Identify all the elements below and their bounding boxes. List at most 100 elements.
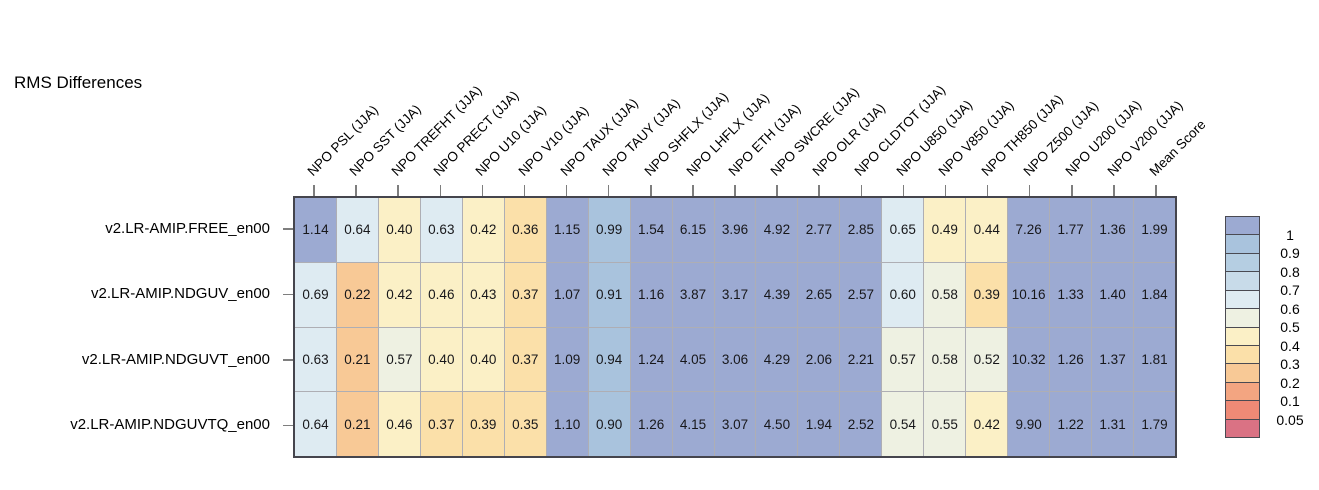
column-tick bbox=[607, 185, 610, 196]
heatmap-cell: 0.37 bbox=[504, 327, 546, 392]
column-tick bbox=[565, 185, 568, 196]
column-tick bbox=[944, 185, 947, 196]
colorbar-swatch bbox=[1226, 234, 1259, 253]
heatmap-cell: 0.69 bbox=[295, 262, 336, 327]
column-tick bbox=[481, 185, 484, 196]
heatmap-cell: 0.44 bbox=[966, 198, 1008, 262]
heatmap-cell: 0.58 bbox=[924, 262, 966, 327]
heatmap-cell: 1.37 bbox=[1092, 327, 1134, 392]
heatmap-cell: 4.29 bbox=[756, 327, 798, 392]
colorbar-tick-label: 0.2 bbox=[1280, 374, 1300, 391]
heatmap-cell: 4.05 bbox=[672, 327, 714, 392]
colorbar-tick-label: 0.6 bbox=[1280, 300, 1300, 317]
colorbar-swatch bbox=[1226, 217, 1259, 235]
heatmap-cell: 1.33 bbox=[1050, 262, 1092, 327]
heatmap-cell: 1.09 bbox=[546, 327, 588, 392]
heatmap-cell: 0.99 bbox=[588, 198, 630, 262]
chart-title: RMS Differences bbox=[14, 73, 143, 92]
heatmap-cell: 10.16 bbox=[1008, 262, 1050, 327]
heatmap-cell: 2.52 bbox=[840, 392, 882, 456]
heatmap-cell: 2.65 bbox=[798, 262, 840, 327]
heatmap-cell: 2.57 bbox=[840, 262, 882, 327]
heatmap-cell: 4.50 bbox=[756, 392, 798, 456]
heatmap-cell: 0.40 bbox=[462, 327, 504, 392]
heatmap-cell: 0.43 bbox=[462, 262, 504, 327]
column-label: NPO PSL (JJA) bbox=[304, 102, 382, 179]
heatmap-cell: 1.99 bbox=[1134, 198, 1175, 262]
heatmap-cell: 0.64 bbox=[295, 392, 336, 456]
heatmap-cell: 0.37 bbox=[420, 392, 462, 456]
heatmap-cell: 0.22 bbox=[336, 262, 378, 327]
column-tick bbox=[439, 185, 442, 196]
row-tick bbox=[283, 359, 293, 361]
colorbar-swatch bbox=[1226, 308, 1259, 327]
heatmap-cell: 4.15 bbox=[672, 392, 714, 456]
heatmap-cell: 0.54 bbox=[882, 392, 924, 456]
column-tick bbox=[1113, 185, 1115, 196]
column-tick bbox=[860, 185, 863, 196]
colorbar-tick-label: 0.4 bbox=[1280, 337, 1300, 354]
heatmap-cell: 1.40 bbox=[1092, 262, 1134, 327]
heatmap-cell: 1.15 bbox=[546, 198, 588, 262]
column-label: NPO U200 (JJA) bbox=[1062, 97, 1144, 179]
heatmap-cell: 0.57 bbox=[882, 327, 924, 392]
heatmap-cell: 3.17 bbox=[714, 262, 756, 327]
colorbar-tick-label: 0.1 bbox=[1280, 393, 1300, 409]
heatmap-cell: 1.07 bbox=[546, 262, 588, 327]
heatmap-cell: 1.36 bbox=[1092, 198, 1134, 262]
heatmap-cell: 1.54 bbox=[630, 198, 672, 262]
heatmap-cell: 1.77 bbox=[1050, 198, 1092, 262]
heatmap-cell: 0.63 bbox=[295, 327, 336, 392]
row-tick bbox=[283, 228, 293, 230]
heatmap-cell: 1.94 bbox=[798, 392, 840, 456]
column-tick bbox=[523, 185, 526, 196]
heatmap-cell: 1.84 bbox=[1134, 262, 1175, 327]
column-tick bbox=[902, 185, 905, 196]
colorbar-swatch bbox=[1226, 271, 1259, 290]
column-tick bbox=[1028, 185, 1031, 196]
colorbar-swatch bbox=[1226, 252, 1259, 272]
row-label: v2.LR-AMIP.NDGUVTQ_en00 bbox=[70, 416, 270, 434]
heatmap-cell: 0.46 bbox=[420, 262, 462, 327]
heatmap-cell: 4.39 bbox=[756, 262, 798, 327]
heatmap-cell: 0.52 bbox=[966, 327, 1008, 392]
column-tick bbox=[313, 185, 315, 196]
row-tick bbox=[283, 424, 293, 426]
column-tick bbox=[818, 185, 820, 196]
column-tick bbox=[397, 185, 399, 196]
heatmap-cell: 1.10 bbox=[546, 392, 588, 456]
colorbar-swatch bbox=[1226, 344, 1259, 364]
colorbar-swatch bbox=[1226, 289, 1259, 309]
column-tick bbox=[734, 185, 736, 196]
heatmap-cell: 0.37 bbox=[504, 262, 546, 327]
heatmap-cell: 1.31 bbox=[1092, 392, 1134, 456]
heatmap-cell: 0.46 bbox=[378, 392, 420, 456]
heatmap-cell: 1.14 bbox=[295, 198, 336, 262]
heatmap-cell: 0.35 bbox=[504, 392, 546, 456]
column-tick bbox=[355, 185, 357, 196]
heatmap-cell: 3.87 bbox=[672, 262, 714, 327]
colorbar-swatch bbox=[1226, 326, 1259, 345]
row-label: v2.LR-AMIP.FREE_en00 bbox=[105, 219, 270, 237]
colorbar-tick-label: 0.3 bbox=[1280, 356, 1300, 372]
colorbar-tick-label: 1 bbox=[1286, 226, 1294, 243]
heatmap-cell: 2.85 bbox=[840, 198, 882, 262]
heatmap-cell: 2.77 bbox=[798, 198, 840, 262]
heatmap-cell: 1.26 bbox=[1050, 327, 1092, 392]
heatmap-cell: 3.96 bbox=[714, 198, 756, 262]
column-label: NPO ETH (JJA) bbox=[725, 100, 804, 179]
heatmap-cell: 0.64 bbox=[336, 198, 378, 262]
heatmap-cell: 1.22 bbox=[1050, 392, 1092, 456]
heatmap-cell: 2.21 bbox=[840, 327, 882, 392]
heatmap-cell: 0.42 bbox=[462, 198, 504, 262]
column-label: NPO Z500 (JJA) bbox=[1020, 98, 1101, 179]
colorbar-swatch bbox=[1226, 400, 1259, 419]
heatmap-cell: 10.32 bbox=[1008, 327, 1050, 392]
column-tick bbox=[692, 185, 694, 196]
heatmap-cell: 1.24 bbox=[630, 327, 672, 392]
heatmap-cell: 4.92 bbox=[756, 198, 798, 262]
column-tick bbox=[776, 185, 778, 196]
column-tick bbox=[1155, 185, 1157, 196]
column-label: NPO SST (JJA) bbox=[346, 101, 424, 179]
heatmap-cell: 0.42 bbox=[966, 392, 1008, 456]
